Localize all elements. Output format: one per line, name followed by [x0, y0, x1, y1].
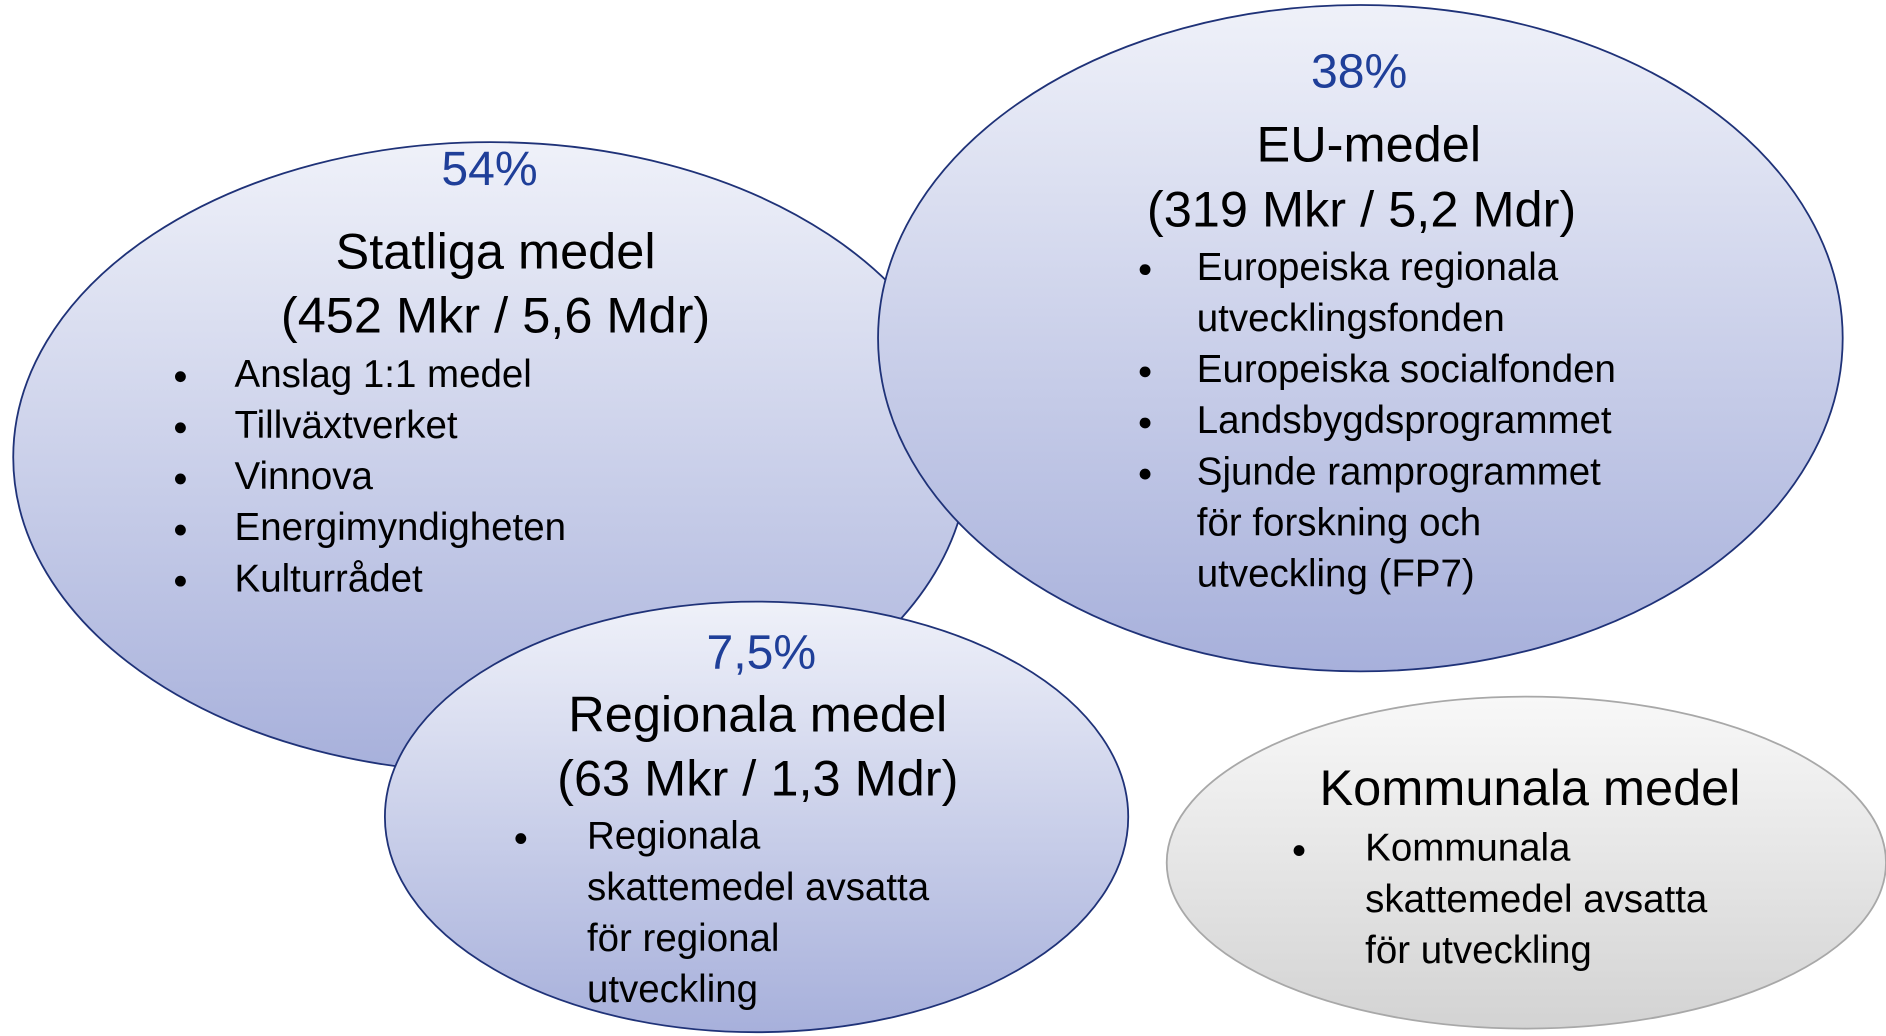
- item-line: för regional: [587, 917, 779, 960]
- node-title: Regionala medel: [568, 686, 947, 743]
- item-line: skattemedel avsatta: [1365, 878, 1708, 921]
- percent: 38%: [1311, 44, 1407, 98]
- bullet: [1139, 417, 1151, 429]
- amount: (452 Mkr / 5,6 Mdr): [281, 286, 710, 343]
- item-line: Anslag 1:1 medel: [235, 353, 532, 396]
- item-line: Vinnova: [235, 455, 374, 498]
- percent: 7,5%: [707, 625, 817, 679]
- item-line: skattemedel avsatta: [587, 866, 930, 909]
- bullet: [1139, 366, 1151, 378]
- amount: (319 Mkr / 5,2 Mdr): [1147, 180, 1576, 237]
- item-line: Sjunde ramprogrammet: [1197, 450, 1601, 493]
- item-line: Landsbygdsprogrammet: [1197, 399, 1612, 442]
- percent: 54%: [441, 142, 537, 196]
- item-line: Tillväxtverket: [235, 404, 458, 447]
- item-line: Kulturrådet: [235, 557, 423, 600]
- bullet: [175, 371, 186, 383]
- item-line: utvecklingsfonden: [1197, 297, 1505, 340]
- bullet: [175, 575, 186, 587]
- bullet: [515, 833, 527, 844]
- funding-ellipse: [1165, 695, 1886, 1030]
- node-title: EU-medel: [1257, 115, 1482, 172]
- node-title: Statliga medel: [336, 223, 656, 280]
- item-line: utveckling: [587, 968, 758, 1011]
- item-line: utveckling (FP7): [1197, 553, 1475, 596]
- item-line: Regionala: [587, 815, 761, 858]
- amount: (63 Mkr / 1,3 Mdr): [557, 749, 958, 806]
- item-line: Energimyndigheten: [235, 506, 566, 549]
- bullet: [175, 524, 186, 536]
- bullet: [175, 422, 186, 434]
- item-line: för utveckling: [1365, 929, 1592, 972]
- item-line: Kommunala: [1365, 827, 1571, 870]
- bullet: [1139, 264, 1151, 276]
- item-line: för forskning och: [1197, 501, 1481, 544]
- funding-ellipse: [383, 600, 1130, 1034]
- item-line: Europeiska regionala: [1197, 246, 1559, 289]
- bullet: [175, 473, 186, 485]
- bullet: [1293, 845, 1305, 856]
- bullet: [1139, 468, 1151, 480]
- funding-ellipse: [877, 4, 1844, 673]
- node-title: Kommunala medel: [1319, 759, 1740, 816]
- item-line: Europeiska socialfonden: [1197, 348, 1616, 391]
